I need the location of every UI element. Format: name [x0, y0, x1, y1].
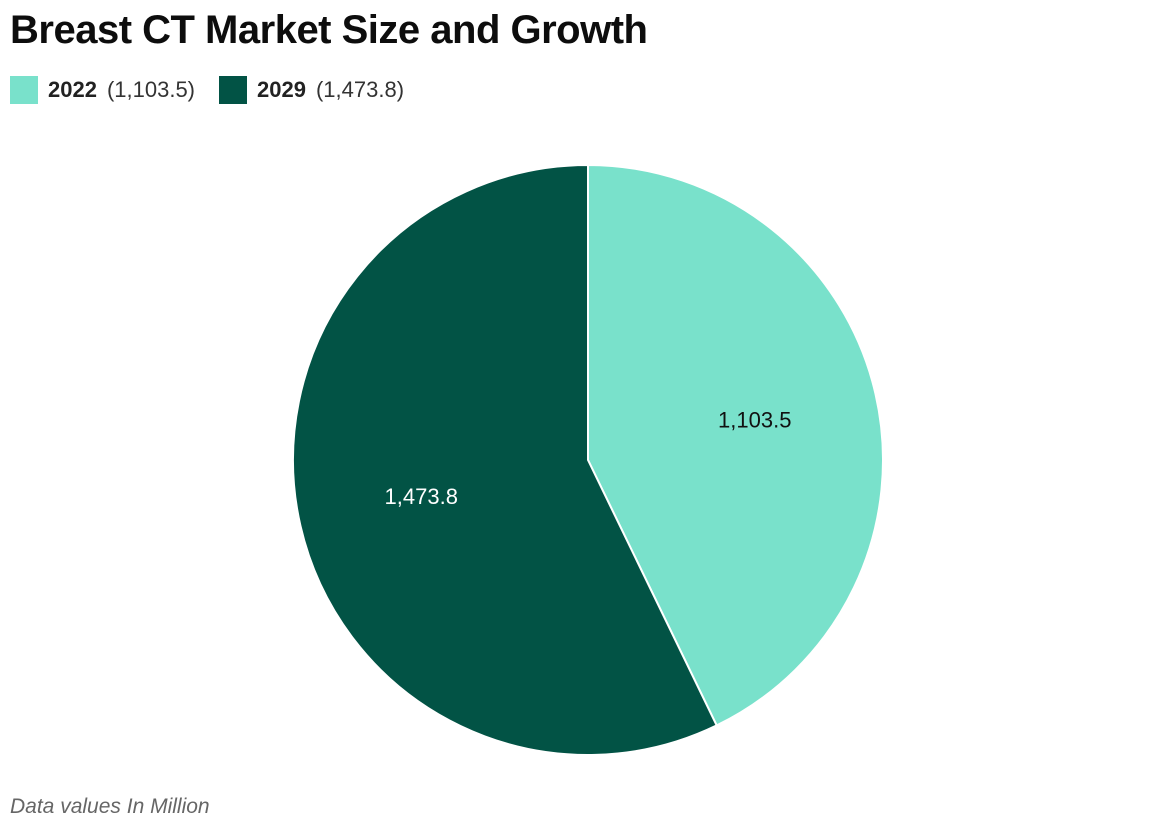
pie-label-2022: 1,103.5 [718, 408, 791, 433]
legend-label-2022: 2022 [48, 77, 97, 102]
pie-slice-2022 [587, 163, 884, 727]
legend: 2022 (1,103.5) 2029 (1,473.8) [10, 76, 404, 104]
footnote: Data values In Million [10, 795, 210, 818]
legend-item-2029: 2029 (1,473.8) [219, 76, 404, 104]
pie-slice-2029 [292, 163, 719, 756]
legend-item-2022: 2022 (1,103.5) [10, 76, 195, 104]
pie-label-2029: 1,473.8 [385, 484, 458, 509]
legend-label-2029: 2029 [257, 77, 306, 102]
chart-title: Breast CT Market Size and Growth [10, 8, 648, 52]
legend-swatch-2029 [219, 76, 248, 104]
legend-swatch-2022 [10, 76, 38, 104]
legend-value-2022: (1,103.5) [106, 77, 196, 102]
legend-value-2029: (1,473.8) [315, 77, 405, 102]
